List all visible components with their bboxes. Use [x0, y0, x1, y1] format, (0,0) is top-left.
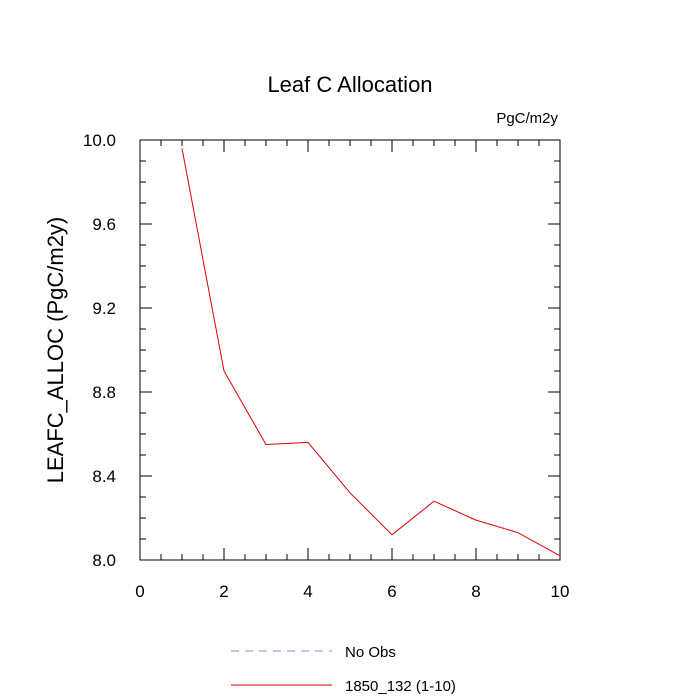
x-tick-label: 4 — [303, 582, 312, 601]
units-label: PgC/m2y — [496, 110, 558, 127]
y-axis-label: LEAFC_ALLOC (PgC/m2y) — [43, 217, 68, 484]
y-tick-label: 8.8 — [92, 383, 116, 402]
x-tick-label: 6 — [387, 582, 396, 601]
x-tick-label: 2 — [219, 582, 228, 601]
y-tick-label: 10.0 — [83, 131, 116, 150]
x-tick-label: 8 — [471, 582, 480, 601]
legend: No Obs 1850_132 (1-10) — [231, 644, 456, 695]
y-tick-label: 9.6 — [92, 215, 116, 234]
legend-label: No Obs — [345, 644, 396, 661]
y-tick-label: 8.0 — [92, 551, 116, 570]
series-line-1 — [181, 148, 561, 557]
x-tick-label: 0 — [135, 582, 144, 601]
plot-frame — [139, 139, 561, 561]
axis-ticks — [139, 139, 561, 561]
y-tick-label: 8.4 — [92, 467, 116, 486]
y-tick-label: 9.2 — [92, 299, 116, 318]
chart-title: Leaf C Allocation — [267, 72, 432, 97]
series-layer — [181, 148, 561, 557]
x-tick-label: 10 — [551, 582, 570, 601]
axis-tick-labels: 0 2 4 6 8 10 8.0 8.4 8.8 9.2 9.6 10.0 — [83, 131, 570, 601]
legend-label: 1850_132 (1-10) — [345, 678, 456, 695]
